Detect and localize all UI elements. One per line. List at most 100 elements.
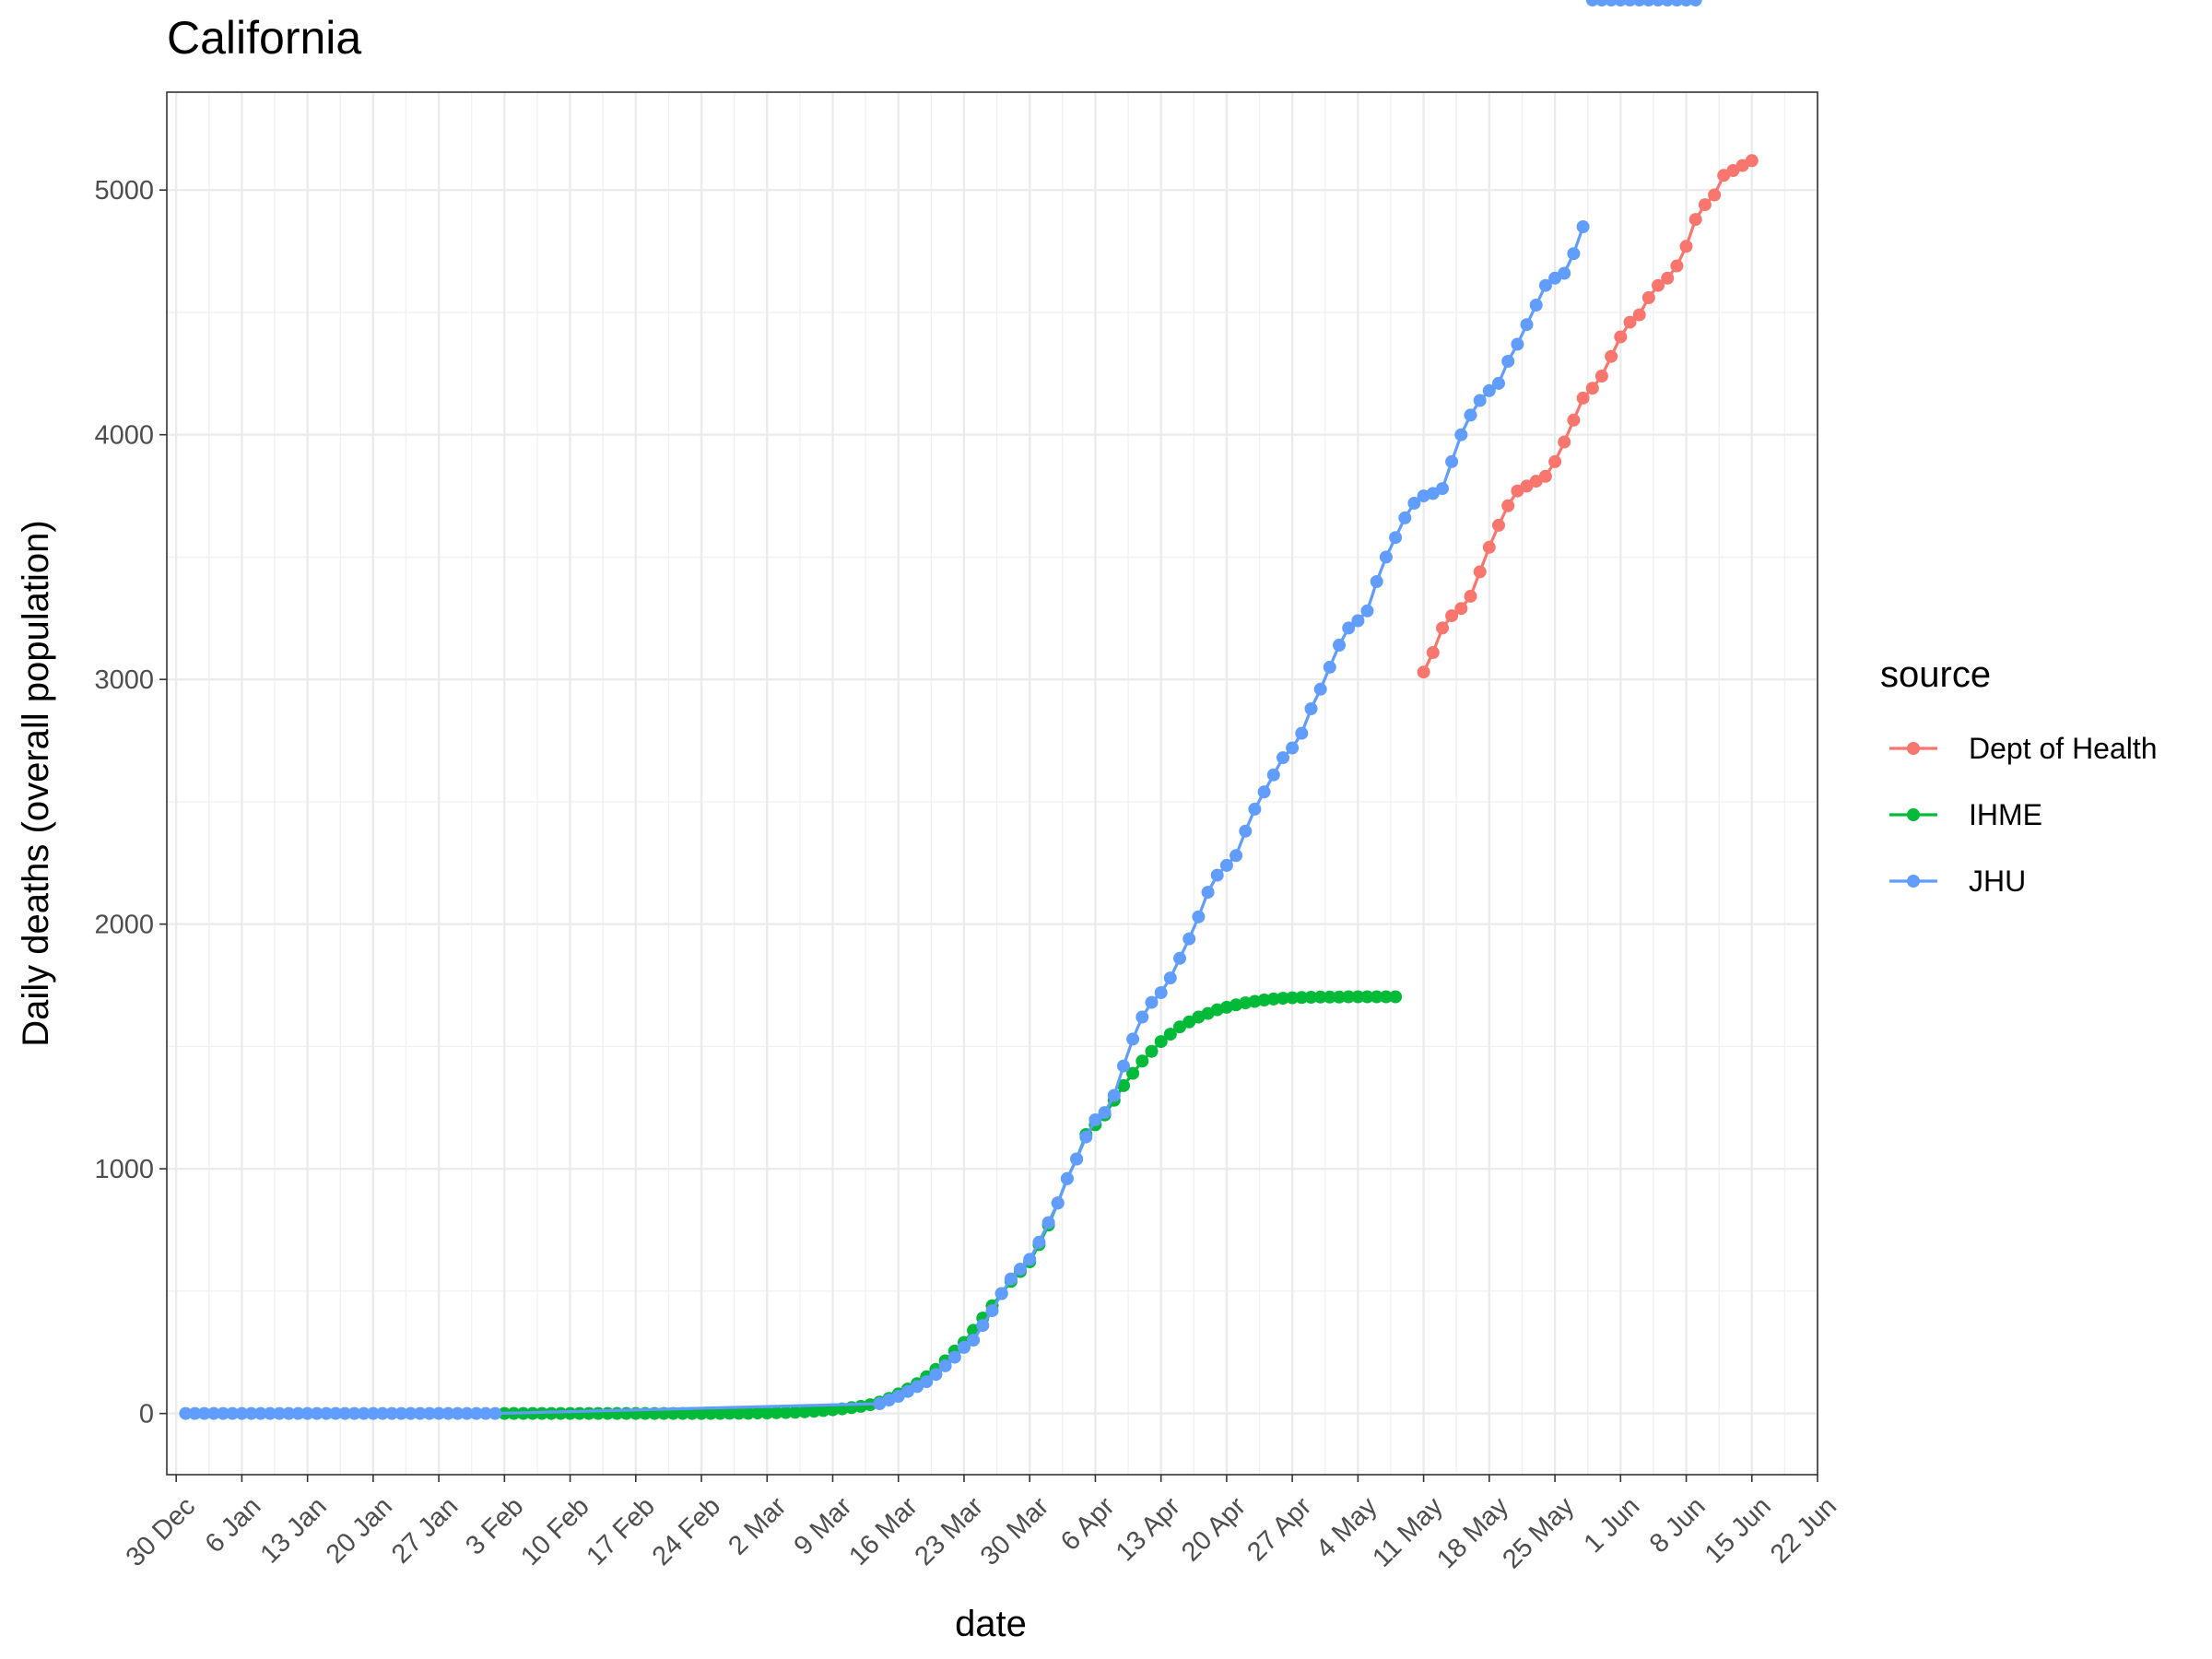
- data-point-jhu: [1511, 338, 1524, 351]
- y-tick-label: 5000: [94, 176, 154, 206]
- data-point-dept-of-health: [1483, 541, 1496, 554]
- x-tick-label: 25 May: [1497, 1491, 1580, 1574]
- y-axis-title: Daily deaths (overall population): [16, 520, 56, 1046]
- data-point-jhu: [1220, 859, 1233, 872]
- legend-item-ihme: IHME: [1889, 798, 2042, 831]
- y-tick-label: 2000: [94, 911, 154, 940]
- data-point-jhu: [1567, 247, 1580, 260]
- data-point-dept-of-health: [1539, 470, 1552, 483]
- data-point-jhu: [1192, 911, 1205, 924]
- data-point-jhu: [488, 1407, 501, 1420]
- data-point-jhu: [1295, 727, 1308, 740]
- data-point-dept-of-health: [1577, 392, 1590, 405]
- x-tick-label: 1 Jun: [1579, 1491, 1646, 1559]
- data-point-dept-of-health: [1605, 350, 1618, 363]
- data-point-dept-of-health: [1633, 309, 1646, 322]
- data-point-dept-of-health: [1689, 213, 1702, 226]
- data-point-dept-of-health: [1567, 414, 1580, 427]
- data-point-jhu: [1333, 639, 1346, 652]
- x-tick-label: 15 Jun: [1700, 1491, 1777, 1569]
- data-point-dept-of-health: [1454, 602, 1467, 615]
- data-point-jhu: [1361, 605, 1374, 618]
- legend-marker-dept-of-health: [1907, 742, 1920, 755]
- x-tick-label: 20 Jan: [321, 1491, 398, 1569]
- data-point-dept-of-health: [1474, 565, 1487, 578]
- chart-title: California: [167, 12, 361, 64]
- y-tick-label: 3000: [94, 665, 154, 695]
- x-tick-label: 16 Mar: [843, 1491, 924, 1571]
- data-point-ihme: [1389, 991, 1402, 1004]
- data-point-jhu: [1042, 1217, 1055, 1230]
- x-tick-label: 24 Feb: [647, 1491, 726, 1571]
- data-point-jhu: [1267, 769, 1280, 782]
- data-point-ihme: [1146, 1045, 1159, 1058]
- data-point-jhu: [1239, 825, 1252, 838]
- data-point-dept-of-health: [1586, 382, 1599, 394]
- data-point-jhu: [1005, 1273, 1018, 1286]
- data-point-jhu: [1061, 1172, 1074, 1185]
- legend-label-ihme: IHME: [1969, 798, 2042, 831]
- data-point-jhu: [1248, 803, 1261, 816]
- data-point-jhu: [1492, 377, 1505, 390]
- data-point-jhu: [1014, 1263, 1027, 1276]
- data-point-jhu: [1173, 952, 1186, 965]
- data-point-jhu: [1398, 512, 1411, 524]
- x-tick-label: 20 Apr: [1176, 1491, 1252, 1567]
- x-tick-label: 2 Mar: [723, 1491, 792, 1560]
- legend-label-dept-of-health: Dept of Health: [1969, 732, 2158, 765]
- y-tick-label: 1000: [94, 1155, 154, 1184]
- data-point-jhu: [1023, 1253, 1036, 1265]
- data-point-dept-of-health: [1501, 500, 1514, 512]
- data-point-jhu: [1501, 355, 1514, 368]
- data-point-dept-of-health: [1427, 646, 1440, 659]
- data-point-dept-of-health: [1548, 455, 1561, 468]
- data-point-jhu: [976, 1319, 989, 1332]
- legend-item-jhu: JHU: [1889, 865, 2026, 898]
- plot-panel: [167, 92, 1818, 1475]
- x-tick-label: 13 Apr: [1111, 1491, 1186, 1567]
- data-point-jhu: [1230, 849, 1242, 862]
- data-point-dept-of-health: [1680, 240, 1693, 253]
- data-point-jhu: [1182, 933, 1195, 946]
- data-point-jhu: [995, 1288, 1008, 1300]
- legend-item-dept-of-health: Dept of Health: [1889, 732, 2158, 765]
- data-point-jhu: [1324, 661, 1336, 674]
- data-point-dept-of-health: [1642, 291, 1655, 304]
- data-point-jhu: [1521, 318, 1534, 331]
- data-point-dept-of-health: [1670, 260, 1683, 273]
- data-point-jhu: [1530, 299, 1543, 312]
- data-point-jhu: [1079, 1131, 1092, 1144]
- data-point-jhu: [1445, 455, 1458, 468]
- data-point-jhu: [1117, 1060, 1130, 1073]
- x-tick-label: 22 Jun: [1765, 1491, 1842, 1569]
- x-tick-label: 30 Dec: [121, 1491, 202, 1572]
- data-point-dept-of-health: [1699, 198, 1712, 211]
- data-point-ihme: [1135, 1054, 1148, 1067]
- x-tick-label: 30 Mar: [975, 1491, 1055, 1571]
- data-point-jhu: [1032, 1236, 1045, 1249]
- data-point-dept-of-health: [1418, 665, 1430, 678]
- data-point-jhu: [1258, 785, 1271, 798]
- x-tick-label: 23 Mar: [910, 1491, 990, 1571]
- data-point-jhu: [1474, 394, 1487, 407]
- data-point-jhu: [1277, 751, 1289, 764]
- data-point-dept-of-health: [1614, 331, 1627, 344]
- y-axis: 0 1000 2000 3000 4000 5000: [94, 176, 167, 1429]
- data-point-jhu: [967, 1334, 980, 1347]
- data-point-dept-of-health: [1595, 370, 1608, 382]
- x-tick-label: 11 May: [1367, 1491, 1449, 1573]
- legend-label-jhu: JHU: [1969, 865, 2026, 898]
- data-point-jhu: [1465, 408, 1477, 421]
- data-point-jhu: [1305, 702, 1318, 715]
- data-point-jhu: [1164, 971, 1177, 984]
- x-tick-label: 27 Jan: [386, 1491, 464, 1569]
- data-point-jhu: [986, 1304, 999, 1317]
- y-tick-label: 0: [139, 1400, 154, 1430]
- y-tick-label: 4000: [94, 421, 154, 451]
- x-tick-label: 27 Apr: [1241, 1491, 1317, 1567]
- legend-title: source: [1880, 654, 1991, 695]
- data-point-jhu: [1351, 615, 1364, 628]
- data-point-dept-of-health: [1558, 436, 1571, 449]
- legend-marker-ihme: [1907, 808, 1920, 821]
- data-point-dept-of-health: [1465, 590, 1477, 603]
